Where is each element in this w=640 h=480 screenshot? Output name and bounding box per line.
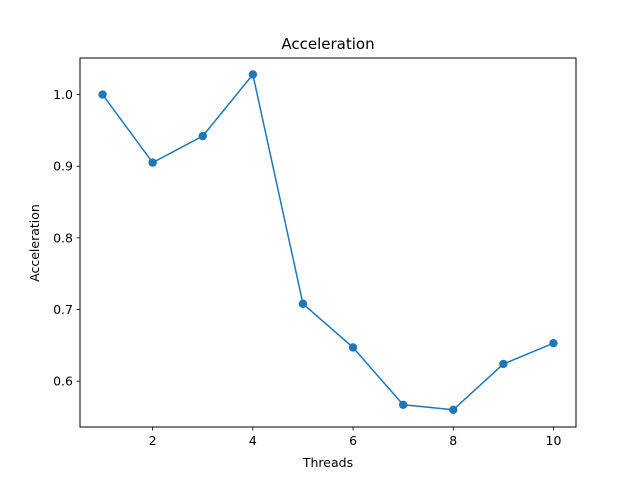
x-tick-label: 4 xyxy=(249,433,257,448)
data-point xyxy=(298,299,308,308)
x-tick-label: 8 xyxy=(449,433,457,448)
data-point xyxy=(98,90,107,99)
data-point xyxy=(348,343,358,352)
data-point xyxy=(549,338,558,348)
data-point xyxy=(398,400,408,409)
y-tick-label: 0.6 xyxy=(53,374,73,389)
x-axis-label: Threads xyxy=(302,455,353,470)
y-axis-label: Acceleration xyxy=(27,204,42,282)
x-tick-label: 10 xyxy=(546,433,562,448)
data-point xyxy=(148,158,157,167)
y-tick-label: 0.8 xyxy=(53,230,73,245)
plot-area xyxy=(80,58,576,427)
data-point xyxy=(198,131,207,141)
y-tick-label: 1.0 xyxy=(53,87,73,102)
data-point xyxy=(499,359,508,369)
series-line xyxy=(101,73,554,411)
data-point xyxy=(449,405,458,415)
plot-frame xyxy=(79,57,577,428)
x-tick-label: 6 xyxy=(349,433,357,448)
y-tick-label: 0.7 xyxy=(53,302,73,317)
y-axis-ticks: 0.6 0.7 0.8 0.9 1.0 xyxy=(53,87,80,389)
x-tick-label: 2 xyxy=(149,433,157,448)
series-group xyxy=(98,70,558,415)
data-point xyxy=(248,70,258,79)
y-tick-label: 0.9 xyxy=(53,159,73,174)
x-axis-ticks: 2 4 6 8 10 xyxy=(149,427,562,448)
chart-title: Acceleration xyxy=(281,35,374,53)
